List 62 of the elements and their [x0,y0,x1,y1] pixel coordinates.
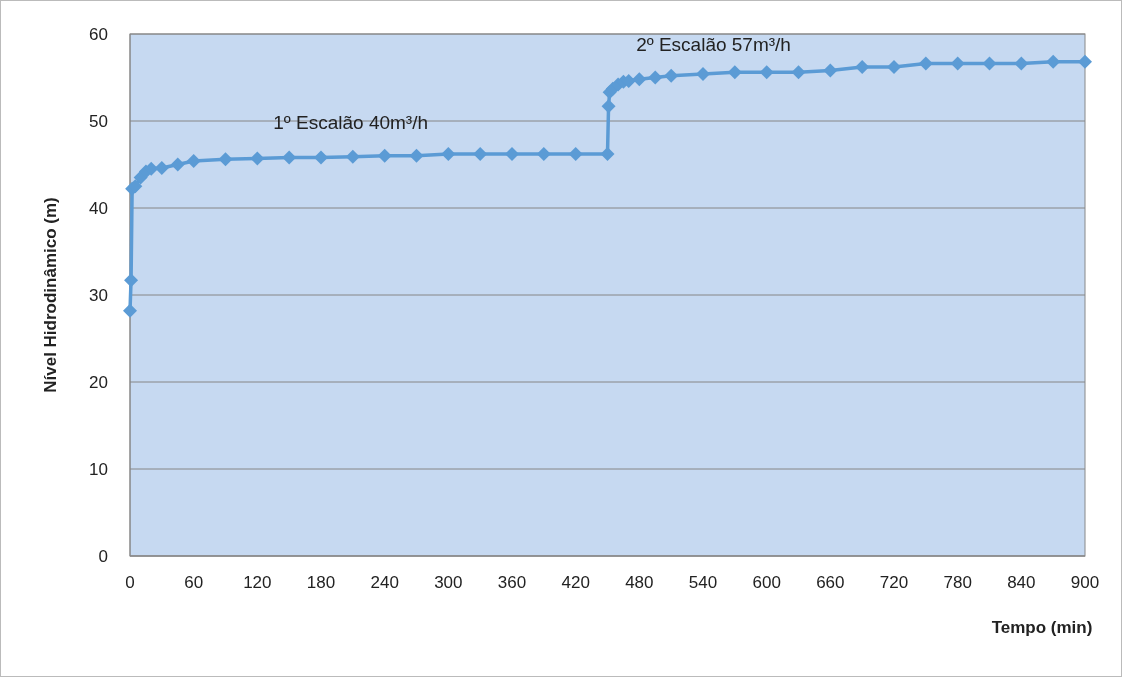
point [727,65,742,80]
y-tick-label: 30 [89,285,108,305]
x-tick-label: 900 [1070,573,1100,592]
x-tick-label: 240 [370,573,399,592]
point [123,303,137,318]
point [664,68,679,83]
x-tick-label: 180 [306,573,336,592]
y-tick-label: 0 [98,546,108,566]
point [377,148,392,163]
x-tick-label: 300 [434,573,463,592]
point [918,56,933,71]
x-tick-label: 540 [688,573,718,592]
point [855,60,870,75]
point [536,147,551,162]
x-tick-label: 60 [184,573,204,592]
x-tick-label: 660 [816,573,845,592]
point [1078,54,1092,69]
x-axis-title: Tempo (min) [991,618,1093,637]
annotation: 2º Escalão 57m³/h [636,34,791,55]
point [1046,54,1061,69]
point [186,154,201,169]
point [887,60,901,75]
point [345,149,360,164]
x-tick-label: 360 [497,573,527,592]
point [218,152,233,167]
point [409,148,424,163]
y-tick-label: 40 [89,198,108,218]
point [170,157,185,172]
point [154,160,169,175]
point [124,273,139,288]
x-tick-label: 480 [625,573,654,592]
point [759,65,774,80]
point [823,63,838,78]
point [648,70,663,85]
x-tick-label: 720 [879,573,909,592]
point [314,150,328,165]
point [950,56,965,71]
point [632,72,647,87]
x-tick-label: 780 [943,573,972,592]
y-tick-label: 50 [89,111,108,131]
y-tick-label: 10 [89,459,108,479]
x-tick-label: 0 [125,573,135,592]
point [601,99,616,114]
point [568,147,583,162]
point [1014,56,1029,71]
x-tick-label: 120 [243,573,272,592]
x-tick-label: 420 [561,573,590,592]
point [250,151,265,166]
point [282,150,297,165]
point [473,147,488,162]
annotation: 1º Escalão 40m³/h [273,112,429,134]
point [441,147,456,162]
point [982,56,997,71]
x-tick-label: 600 [752,573,781,592]
y-tick-label: 60 [89,24,108,44]
point [696,67,710,82]
point [600,147,615,162]
y-tick-label: 20 [89,372,108,392]
point [505,147,519,162]
y-axis-title: Nível Hidrodinâmico (m) [41,197,60,393]
x-tick-label: 840 [1007,573,1036,592]
point [791,65,806,80]
